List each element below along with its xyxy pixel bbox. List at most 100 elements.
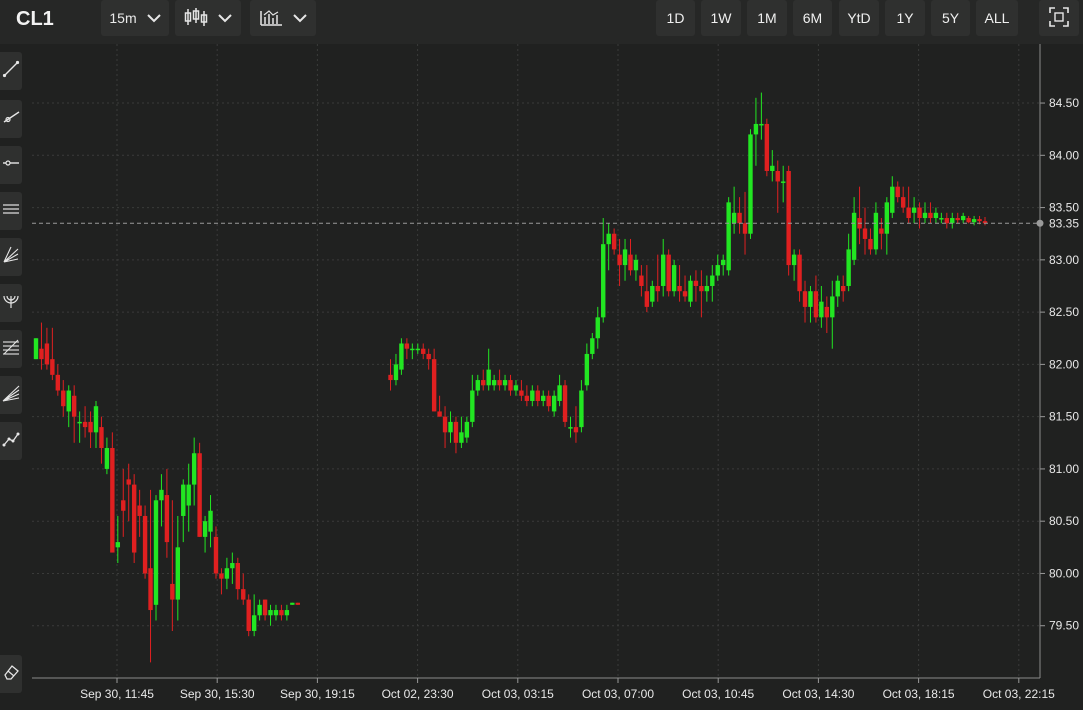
- candle-body: [88, 421, 93, 433]
- candle-body: [971, 219, 977, 223]
- candle-body: [786, 170, 791, 266]
- candle-body: [421, 348, 426, 354]
- candle-body: [82, 421, 88, 428]
- candle-body: [748, 134, 753, 234]
- candle-body: [982, 221, 988, 224]
- fullscreen-button[interactable]: [1039, 0, 1079, 36]
- candle-body: [208, 510, 213, 532]
- candle-body: [955, 218, 960, 221]
- y-tick-label: 82.00: [1049, 357, 1079, 371]
- candle-body: [404, 343, 410, 349]
- candle-body: [99, 427, 104, 449]
- indicators-dropdown[interactable]: [250, 0, 316, 36]
- symbol-label[interactable]: CL1: [16, 8, 54, 30]
- trend-line-icon: [2, 60, 20, 83]
- candle-body: [121, 500, 126, 511]
- candle-body: [535, 390, 540, 401]
- candle-body: [497, 380, 502, 386]
- range-6m-button[interactable]: 6M: [793, 0, 832, 36]
- polyline-tool[interactable]: [0, 422, 22, 460]
- candle-body: [104, 448, 110, 469]
- fib-retracement-tool[interactable]: [0, 330, 22, 368]
- fib-fan-icon: [2, 384, 20, 407]
- candle-body: [257, 604, 262, 616]
- candle-body: [175, 547, 181, 600]
- candle-body: [230, 563, 235, 569]
- interval-dropdown[interactable]: 15m: [101, 0, 169, 36]
- candle-body: [437, 411, 442, 417]
- x-tick-label: Oct 03, 07:00: [582, 687, 654, 701]
- x-tick-label: Sep 30, 19:15: [280, 687, 355, 701]
- candle-body: [562, 385, 568, 422]
- candle-body: [475, 380, 480, 391]
- candle-body: [110, 448, 115, 553]
- range-1y-button[interactable]: 1Y: [885, 0, 925, 36]
- candle-body: [928, 212, 933, 219]
- horizontal-ray-tool[interactable]: [0, 146, 22, 184]
- chart-area[interactable]: 84.50 84.00 83.50 83.00 82.50 82.00 81.50 81.00…: [0, 44, 1083, 705]
- candle-body: [502, 380, 508, 386]
- candle-body: [917, 207, 922, 219]
- eraser-tool[interactable]: [0, 655, 22, 693]
- parallel-channel-tool[interactable]: [0, 192, 22, 230]
- candle-body: [170, 583, 175, 600]
- range-1w-button[interactable]: 1W: [701, 0, 741, 36]
- candle-body: [775, 170, 780, 182]
- eraser-icon: [2, 663, 20, 686]
- candle-body: [44, 343, 50, 365]
- chart-type-dropdown[interactable]: [175, 0, 241, 36]
- candle-body: [290, 602, 295, 605]
- fib-arc-tool[interactable]: [0, 284, 22, 322]
- candle-body: [279, 610, 284, 616]
- last-price-marker: [1036, 219, 1044, 227]
- candle-body: [633, 259, 639, 271]
- price-chart[interactable]: 84.50 84.00 83.50 83.00 82.50 82.00 81.50 81.00…: [0, 44, 1083, 705]
- horizontal-ray-icon: [2, 154, 20, 177]
- candle-body: [164, 495, 170, 543]
- candle-body: [644, 291, 650, 307]
- candle-body: [268, 610, 273, 616]
- trend-line-tool[interactable]: [0, 52, 22, 90]
- candle-body: [159, 489, 164, 501]
- candle-body: [284, 610, 290, 616]
- last-price-label: 83.35: [1049, 216, 1079, 230]
- candle-body: [71, 395, 77, 417]
- candle-body: [442, 416, 448, 433]
- candle-body: [682, 291, 688, 297]
- candle-body: [846, 249, 851, 286]
- drawing-toolbar: [0, 52, 24, 705]
- candle-body: [246, 599, 251, 631]
- range-5y-button[interactable]: 5Y: [931, 0, 970, 36]
- pitchfork-tool[interactable]: [0, 238, 22, 276]
- candle-body: [579, 390, 584, 428]
- candle-body: [639, 275, 644, 286]
- range-1m-button[interactable]: 1M: [747, 0, 787, 36]
- candle-body: [491, 380, 497, 386]
- range-1d-button[interactable]: 1D: [656, 0, 695, 36]
- candle-body: [753, 123, 759, 135]
- candle-body: [241, 589, 246, 600]
- candle-body: [273, 610, 279, 616]
- candle-body: [906, 207, 911, 219]
- ray-tool[interactable]: [0, 100, 22, 138]
- candle-body: [606, 233, 611, 245]
- candle-body: [50, 359, 55, 375]
- candle-body: [900, 197, 906, 208]
- candle-body: [622, 249, 628, 266]
- candle-body: [448, 421, 453, 433]
- range-ytd-button[interactable]: YtD: [839, 0, 879, 36]
- candle-body: [824, 306, 830, 318]
- candle-body: [584, 353, 590, 386]
- chevron-down-icon: [146, 10, 161, 26]
- candle-body: [399, 343, 404, 370]
- x-tick-label: Oct 02, 23:30: [382, 687, 454, 701]
- range-all-button[interactable]: ALL: [976, 0, 1018, 36]
- candle-body: [459, 432, 464, 443]
- candle-body: [977, 219, 982, 222]
- candle-body: [726, 202, 731, 271]
- fib-fan-tool[interactable]: [0, 376, 22, 414]
- candle-body: [677, 285, 682, 292]
- candle-body: [879, 228, 884, 234]
- candle-body: [519, 390, 524, 396]
- fullscreen-icon: [1049, 6, 1069, 30]
